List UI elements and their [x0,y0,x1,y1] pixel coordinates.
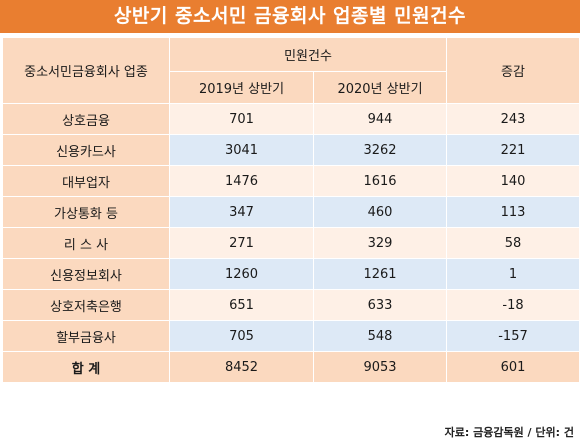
header-change: 증감 [446,37,580,104]
table-row: 리 스 사 271 329 58 [2,227,580,259]
row-change: 221 [446,134,580,166]
row-sector: 할부금융사 [2,320,170,352]
total-value-2020: 9053 [313,351,447,383]
row-sector: 상호금융 [2,103,170,135]
row-change: -157 [446,320,580,352]
table-row: 가상통화 등 347 460 113 [2,196,580,228]
header-sector: 중소서민금융회사 업종 [2,37,170,104]
row-value-2019: 1476 [169,165,314,197]
row-value-2020: 548 [313,320,447,352]
total-row: 합 계 8452 9053 601 [2,351,580,383]
row-value-2019: 3041 [169,134,314,166]
row-value-2020: 3262 [313,134,447,166]
row-sector: 대부업자 [2,165,170,197]
table-row: 상호금융 701 944 243 [2,103,580,135]
table-row: 신용카드사 3041 3262 221 [2,134,580,166]
table-row: 대부업자 1476 1616 140 [2,165,580,197]
row-change: 58 [446,227,580,259]
table-row: 상호저축은행 651 633 -18 [2,289,580,321]
source-note: 자료: 금융감독원 / 단위: 건 [444,426,574,439]
row-sector: 리 스 사 [2,227,170,259]
table-row: 신용정보회사 1260 1261 1 [2,258,580,290]
total-value-2019: 8452 [169,351,314,383]
row-change: -18 [446,289,580,321]
row-value-2019: 705 [169,320,314,352]
total-label: 합 계 [2,351,170,383]
row-value-2020: 329 [313,227,447,259]
row-value-2019: 347 [169,196,314,228]
complaints-table: 중소서민금융회사 업종 민원건수 증감 2019년 상반기 2020년 상반기 … [2,37,580,383]
total-change: 601 [446,351,580,383]
row-value-2020: 633 [313,289,447,321]
row-sector: 가상통화 등 [2,196,170,228]
row-change: 243 [446,103,580,135]
header-2020: 2020년 상반기 [313,71,447,104]
row-change: 1 [446,258,580,290]
table-row: 할부금융사 705 548 -157 [2,320,580,352]
header-complaints: 민원건수 [169,37,447,72]
row-change: 113 [446,196,580,228]
row-value-2019: 1260 [169,258,314,290]
row-sector: 신용정보회사 [2,258,170,290]
row-value-2020: 1616 [313,165,447,197]
row-value-2020: 1261 [313,258,447,290]
page-title: 상반기 중소서민 금융회사 업종별 민원건수 [0,0,580,33]
row-sector: 상호저축은행 [2,289,170,321]
row-value-2019: 701 [169,103,314,135]
row-sector: 신용카드사 [2,134,170,166]
row-value-2019: 271 [169,227,314,259]
row-value-2020: 944 [313,103,447,135]
row-value-2020: 460 [313,196,447,228]
row-change: 140 [446,165,580,197]
header-2019: 2019년 상반기 [169,71,314,104]
row-value-2019: 651 [169,289,314,321]
